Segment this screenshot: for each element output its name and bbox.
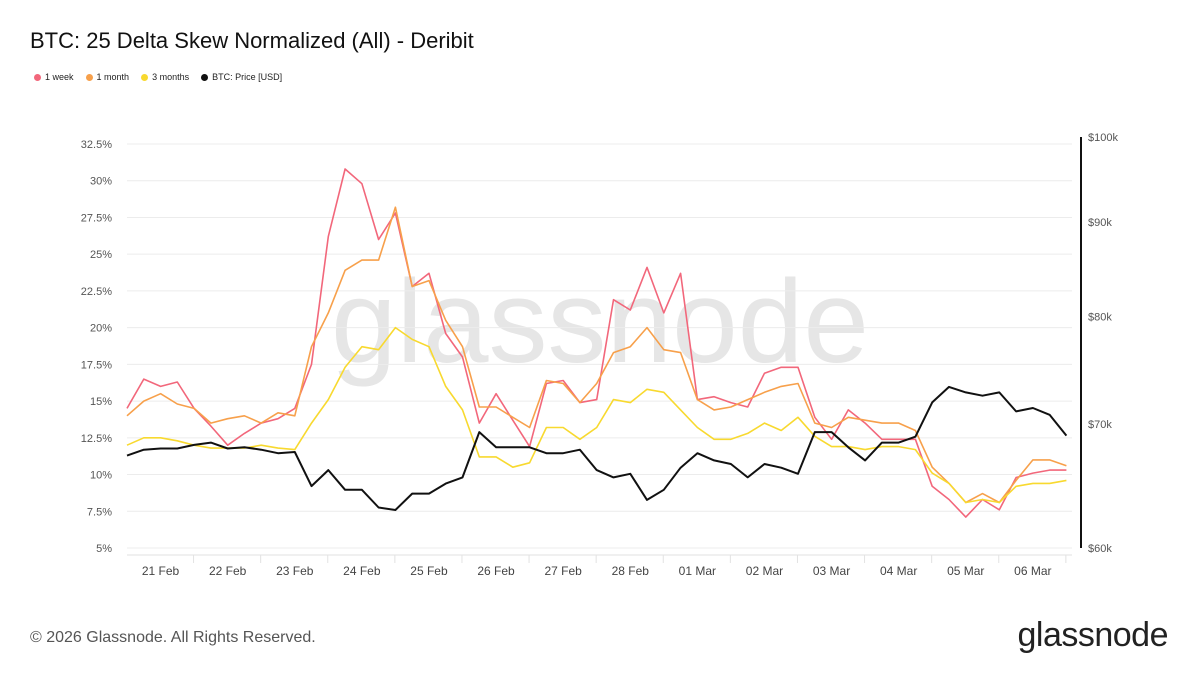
y-right-tick-label: $80k	[1088, 312, 1112, 324]
y-left-tick-label: 20%	[90, 323, 112, 335]
legend-item-3-months[interactable]: 3 months	[141, 72, 189, 82]
y-left-tick-label: 25%	[90, 249, 112, 261]
series-line-1-month	[126, 206, 1067, 504]
x-tick-label: 02 Mar	[746, 564, 783, 578]
glassnode-logo: glassnode	[1017, 616, 1168, 654]
y-right-tick-label: $70k	[1088, 419, 1112, 431]
watermark: glassnode	[331, 256, 869, 388]
y-right-tick-label: $100k	[1088, 132, 1118, 144]
y-left-tick-label: 22.5%	[81, 286, 112, 298]
x-tick-label: 06 Mar	[1014, 564, 1051, 578]
x-tick-label: 27 Feb	[544, 564, 582, 578]
legend-item-1-month[interactable]: 1 month	[85, 72, 130, 82]
x-tick-label: 23 Feb	[276, 564, 314, 578]
legend-label: 3 months	[152, 72, 190, 82]
x-tick-label: 05 Mar	[947, 564, 984, 578]
x-tick-label: 25 Feb	[410, 564, 448, 578]
y-left-tick-label: 7.5%	[87, 506, 112, 518]
chart-title: BTC: 25 Delta Skew Normalized (All) - De…	[30, 28, 474, 53]
legend-dot-icon	[85, 73, 93, 81]
y-left-tick-label: 32.5%	[81, 139, 112, 151]
legend-item-1-week[interactable]: 1 week	[34, 72, 74, 82]
x-tick-label: 21 Feb	[142, 564, 180, 578]
legend-label: 1 week	[45, 72, 74, 82]
legend-label: BTC: Price [USD]	[212, 72, 283, 82]
legend-label: 1 month	[96, 72, 130, 82]
y-left-tick-label: 27.5%	[81, 212, 112, 224]
legend-dot-icon	[34, 73, 41, 81]
series-line-3-months	[126, 326, 1067, 504]
series-lines	[126, 168, 1068, 518]
series-line-btc-price-usd	[126, 385, 1068, 511]
legend-item-btc-price[interactable]: BTC: Price [USD]	[201, 72, 282, 82]
y-right-tick-label: $90k	[1088, 217, 1112, 229]
x-tick-label: 03 Mar	[813, 564, 850, 578]
y-left-tick-label: 12.5%	[81, 433, 112, 445]
x-tick-label: 04 Mar	[880, 564, 917, 578]
axis-ticks: 5% 7.5% 10% 12.5% 15% 17.5% 20% 22.5% 25% 27.5% 30…	[81, 132, 1119, 578]
x-tick-label: 01 Mar	[679, 564, 716, 578]
x-tick-label: 28 Feb	[612, 564, 650, 578]
x-tick-label: 26 Feb	[477, 564, 515, 578]
copyright-footer: © 2026 Glassnode. All Rights Reserved.	[30, 629, 316, 646]
y-left-tick-label: 10%	[90, 470, 112, 482]
x-tick-label: 22 Feb	[209, 564, 247, 578]
legend: 1 week 1 month 3 months BTC: Price [USD]	[34, 72, 282, 82]
legend-dot-icon	[201, 73, 209, 81]
x-tick-label: 24 Feb	[343, 564, 381, 578]
y-left-tick-label: 30%	[90, 176, 112, 188]
gridlines	[127, 143, 1072, 563]
legend-dot-icon	[141, 73, 149, 81]
y-left-tick-label: 5%	[96, 543, 112, 555]
y-left-tick-label: 15%	[90, 396, 112, 408]
y-right-tick-label: $60k	[1088, 543, 1112, 555]
y-left-tick-label: 17.5%	[81, 359, 112, 371]
